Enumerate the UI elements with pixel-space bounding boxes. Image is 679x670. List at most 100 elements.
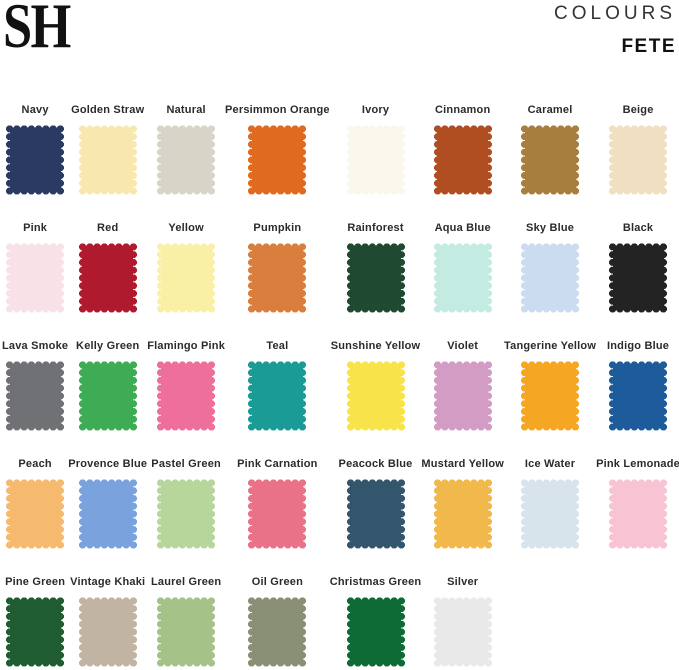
swatch-label: Sky Blue bbox=[526, 222, 575, 234]
swatch-item: Navy bbox=[2, 104, 68, 195]
swatch-label: Pumpkin bbox=[253, 222, 302, 234]
swatch-label: Ivory bbox=[361, 104, 390, 116]
fabric-swatch bbox=[6, 243, 65, 313]
fabric-swatch bbox=[521, 125, 580, 195]
swatch-item: Ice Water bbox=[504, 458, 596, 549]
fabric-swatch bbox=[346, 597, 405, 667]
fabric-swatch bbox=[248, 361, 307, 431]
swatch-item: Sunshine Yellow bbox=[330, 340, 422, 431]
swatch-item: Peach bbox=[2, 458, 68, 549]
swatch-item: Teal bbox=[225, 340, 330, 431]
swatch-label: Lava Smoke bbox=[2, 340, 69, 352]
swatch-label: Ice Water bbox=[524, 458, 576, 470]
fabric-swatch bbox=[346, 479, 405, 549]
swatch-item: Persimmon Orange bbox=[225, 104, 330, 195]
swatch-label: Vintage Khaki bbox=[70, 576, 146, 588]
fabric-swatch bbox=[248, 479, 307, 549]
swatch-item: Pink Carnation bbox=[225, 458, 330, 549]
swatch-label: Silver bbox=[447, 576, 479, 588]
fabric-swatch bbox=[433, 243, 492, 313]
swatch-label: Pine Green bbox=[5, 576, 66, 588]
collection-name: FETE bbox=[621, 36, 676, 57]
swatch-item: Flamingo Pink bbox=[147, 340, 225, 431]
fabric-swatch bbox=[78, 125, 137, 195]
fabric-swatch bbox=[78, 243, 137, 313]
swatch-item: Pink bbox=[2, 222, 68, 313]
swatch-item: Pink Lemonade bbox=[596, 458, 679, 549]
fabric-swatch bbox=[157, 597, 216, 667]
fabric-swatch bbox=[433, 125, 492, 195]
swatch-label: Kelly Green bbox=[76, 340, 140, 352]
swatch-label: Natural bbox=[166, 104, 206, 116]
swatch-item: Caramel bbox=[504, 104, 596, 195]
swatch-label: Pink Lemonade bbox=[596, 458, 679, 470]
fabric-swatch bbox=[78, 479, 137, 549]
fabric-swatch bbox=[78, 361, 137, 431]
swatch-item: Peacock Blue bbox=[330, 458, 422, 549]
swatch-item: Provence Blue bbox=[68, 458, 147, 549]
swatch-item: Pine Green bbox=[2, 576, 68, 667]
swatch-label: Sunshine Yellow bbox=[330, 340, 421, 352]
swatch-label: Aqua Blue bbox=[434, 222, 491, 234]
fabric-swatch bbox=[346, 243, 405, 313]
swatch-item: Tangerine Yellow bbox=[504, 340, 596, 431]
fabric-swatch bbox=[157, 361, 216, 431]
swatch-label: Pink Carnation bbox=[237, 458, 318, 470]
swatch-label: Laurel Green bbox=[150, 576, 222, 588]
swatch-label: Indigo Blue bbox=[607, 340, 670, 352]
fabric-swatch bbox=[157, 479, 216, 549]
swatch-item: Yellow bbox=[147, 222, 225, 313]
fabric-swatch bbox=[521, 243, 580, 313]
swatch-label: Rainforest bbox=[347, 222, 404, 234]
swatch-label: Caramel bbox=[527, 104, 573, 116]
fabric-swatch bbox=[6, 125, 65, 195]
swatch-grid: Navy Golden Straw Natural Persimmon Oran… bbox=[0, 104, 679, 667]
swatch-item: Cinnamon bbox=[421, 104, 504, 195]
swatch-item: Golden Straw bbox=[68, 104, 147, 195]
swatch-item: Mustard Yellow bbox=[421, 458, 504, 549]
fabric-swatch bbox=[6, 361, 65, 431]
fabric-swatch bbox=[521, 361, 580, 431]
fabric-swatch bbox=[157, 243, 216, 313]
swatch-label: Beige bbox=[622, 104, 654, 116]
swatch-item: Lava Smoke bbox=[2, 340, 68, 431]
swatch-item: Natural bbox=[147, 104, 225, 195]
swatch-label: Tangerine Yellow bbox=[504, 340, 597, 352]
swatch-item: Sky Blue bbox=[504, 222, 596, 313]
fabric-swatch bbox=[6, 597, 65, 667]
swatch-label: Pink bbox=[23, 222, 48, 234]
swatch-label: Black bbox=[622, 222, 654, 234]
swatch-item: Violet bbox=[421, 340, 504, 431]
fabric-swatch bbox=[609, 125, 668, 195]
fabric-swatch bbox=[521, 479, 580, 549]
fabric-swatch bbox=[609, 361, 668, 431]
fabric-swatch bbox=[346, 361, 405, 431]
swatch-item: Black bbox=[596, 222, 679, 313]
fabric-swatch bbox=[346, 125, 405, 195]
swatch-label: Persimmon Orange bbox=[225, 104, 330, 116]
header: SH COLOURS FETE bbox=[0, 0, 679, 60]
swatch-item: Silver bbox=[421, 576, 504, 667]
fabric-swatch bbox=[433, 361, 492, 431]
collection-header: COLOURS FETE bbox=[554, 0, 676, 58]
swatch-label: Provence Blue bbox=[68, 458, 148, 470]
fabric-swatch bbox=[609, 479, 668, 549]
swatch-label: Peacock Blue bbox=[338, 458, 413, 470]
swatch-item: Kelly Green bbox=[68, 340, 147, 431]
swatch-label: Peach bbox=[18, 458, 52, 470]
fabric-swatch bbox=[157, 125, 216, 195]
fabric-swatch bbox=[248, 243, 307, 313]
fabric-swatch bbox=[78, 597, 137, 667]
swatch-item: Pastel Green bbox=[147, 458, 225, 549]
swatch-label: Oil Green bbox=[251, 576, 304, 588]
swatch-label: Violet bbox=[447, 340, 479, 352]
swatch-item: Vintage Khaki bbox=[68, 576, 147, 667]
swatch-label: Pastel Green bbox=[151, 458, 221, 470]
swatch-label: Golden Straw bbox=[71, 104, 145, 116]
swatch-label: Yellow bbox=[168, 222, 204, 234]
swatch-item: Rainforest bbox=[330, 222, 422, 313]
fabric-swatch bbox=[433, 597, 492, 667]
swatch-label: Teal bbox=[266, 340, 289, 352]
swatch-item: Christmas Green bbox=[330, 576, 422, 667]
